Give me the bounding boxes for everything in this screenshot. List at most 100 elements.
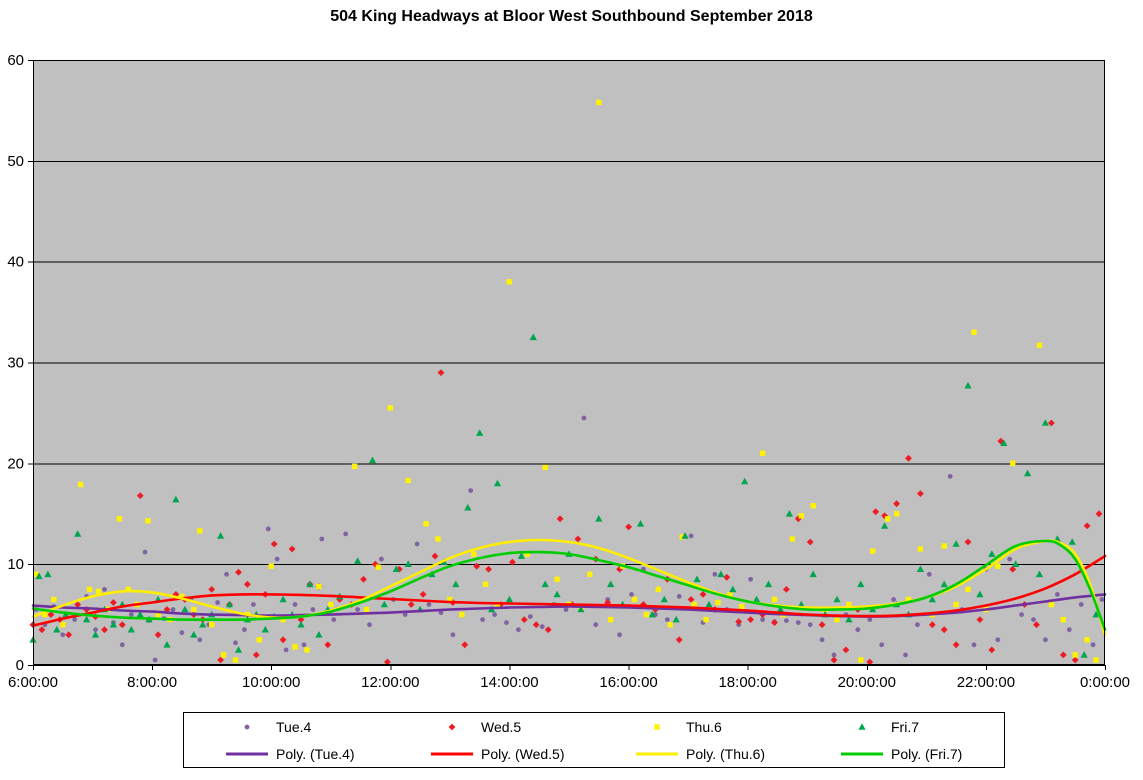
data-point <box>926 571 932 577</box>
data-point <box>553 590 561 598</box>
data-point <box>785 510 793 517</box>
data-point <box>505 595 513 603</box>
data-point <box>297 620 305 628</box>
data-point <box>842 646 850 654</box>
data-point <box>60 622 66 628</box>
data-point <box>524 551 530 557</box>
legend-marker-icon <box>244 724 250 729</box>
data-point <box>879 642 885 648</box>
data-point <box>660 595 668 603</box>
data-point <box>438 610 444 615</box>
data-point <box>199 620 207 628</box>
data-point <box>116 516 123 522</box>
data-point <box>1033 621 1040 629</box>
data-point <box>208 586 216 593</box>
data-point <box>459 611 465 618</box>
data-point <box>587 571 593 577</box>
data-point <box>667 622 673 628</box>
data-point <box>225 600 234 608</box>
data-point <box>506 279 513 285</box>
data-point <box>577 605 585 613</box>
data-point <box>776 605 784 613</box>
data-point <box>170 607 176 612</box>
trendline-poly-thu-6- <box>31 538 1107 637</box>
data-point <box>870 548 876 554</box>
trendline-poly-fri-7- <box>31 539 1107 631</box>
data-point <box>655 586 661 593</box>
data-point <box>672 615 680 623</box>
data-point <box>735 618 743 625</box>
data-point <box>807 622 813 628</box>
data-point <box>274 556 280 562</box>
data-point <box>797 600 805 608</box>
data-point <box>891 597 896 602</box>
data-point <box>729 585 737 593</box>
data-point <box>125 586 131 593</box>
data-point <box>1092 610 1100 618</box>
data-point <box>1072 652 1078 658</box>
data-point <box>798 513 804 519</box>
x-tick-label: 6:00:00 <box>8 674 58 691</box>
data-point <box>304 647 310 653</box>
data-point <box>916 565 924 572</box>
data-point <box>905 454 912 462</box>
legend-label: Poly. (Wed.5) <box>481 745 565 762</box>
data-point <box>145 518 151 524</box>
data-point <box>384 658 391 666</box>
data-point <box>461 641 469 649</box>
data-point <box>833 595 841 603</box>
data-point <box>324 641 332 649</box>
data-point <box>529 333 537 341</box>
data-point <box>952 641 960 649</box>
data-point <box>279 636 287 644</box>
data-point <box>517 552 525 559</box>
data-point <box>154 631 162 639</box>
data-point <box>509 558 516 566</box>
legend-label: Wed.5 <box>481 718 522 735</box>
data-point <box>556 515 564 523</box>
data-point <box>607 580 615 588</box>
data-point <box>784 618 789 623</box>
data-point <box>636 520 645 527</box>
data-point <box>988 550 996 557</box>
data-point <box>316 583 322 590</box>
data-point <box>654 723 660 730</box>
data-point <box>1066 627 1072 633</box>
data-point <box>717 570 725 578</box>
data-point <box>142 549 148 555</box>
data-point <box>437 369 445 376</box>
data-point <box>354 557 362 564</box>
data-point <box>405 477 411 484</box>
data-point <box>965 586 971 593</box>
data-point <box>319 536 325 542</box>
data-point <box>687 596 695 603</box>
plot-border <box>33 60 1105 665</box>
data-point <box>915 622 920 628</box>
data-point <box>1095 510 1103 518</box>
data-point <box>136 610 144 618</box>
data-point <box>845 615 853 623</box>
legend-label: Tue.4 <box>276 718 312 735</box>
data-point <box>705 600 713 608</box>
x-tick-label: 12:00:00 <box>361 674 419 691</box>
data-point <box>1068 538 1076 545</box>
x-tick-label: 20:00:00 <box>838 674 896 691</box>
data-point <box>541 580 549 588</box>
data-point <box>563 607 569 612</box>
legend-row-lines: Poly. (Tue.4) Poly. (Wed.5) Poly. (Thu.6) P… <box>184 740 1004 767</box>
data-point <box>93 627 98 633</box>
data-point <box>964 381 972 389</box>
data-point <box>402 612 408 617</box>
data-point <box>872 508 880 516</box>
data-point <box>964 538 972 546</box>
data-point <box>404 560 412 567</box>
data-point <box>617 632 622 638</box>
legend-line-icon <box>431 752 473 755</box>
legend-label: Poly. (Tue.4) <box>276 745 355 762</box>
data-point <box>77 481 84 488</box>
data-point <box>435 536 441 542</box>
legend-item-fri-7: Fri.7 <box>799 719 1004 735</box>
data-point <box>363 606 370 613</box>
